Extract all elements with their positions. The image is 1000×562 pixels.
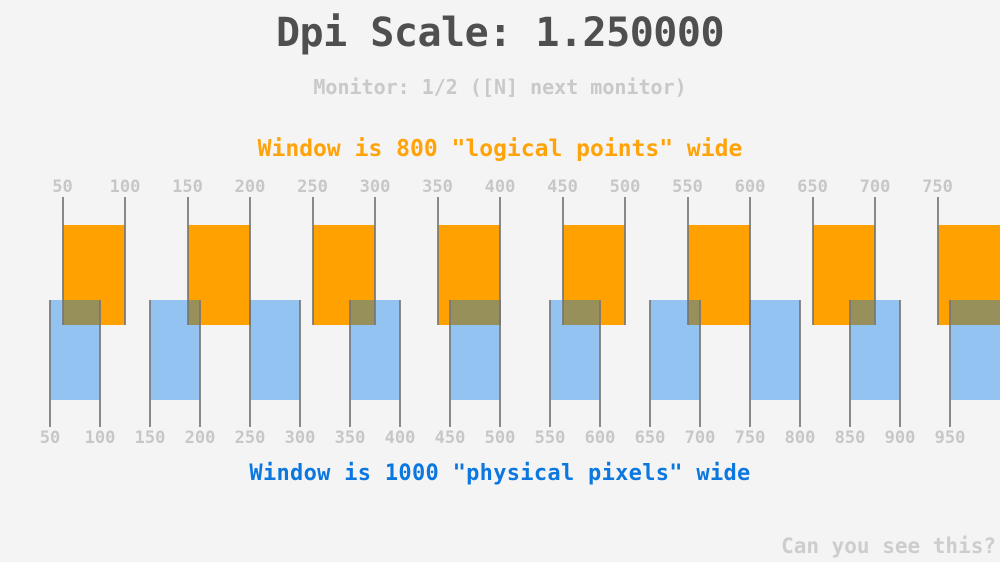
bar-overlap-region [850, 300, 875, 325]
bottom-ruler-tick [349, 300, 351, 427]
bottom-ruler-label: 300 [284, 428, 316, 448]
top-ruler-label: 500 [609, 177, 641, 197]
bottom-ruler-label: 50 [39, 428, 61, 448]
top-ruler-tick [624, 197, 626, 325]
top-ruler-label: 50 [52, 177, 73, 197]
bottom-ruler-label: 400 [384, 428, 416, 448]
bottom-ruler-tick [799, 300, 801, 427]
bottom-ruler-tick [549, 300, 551, 427]
top-ruler-label: 150 [172, 177, 203, 197]
top-ruler-label: 700 [859, 177, 891, 197]
top-ruler-tick [874, 197, 876, 325]
physical-pixels-bar [250, 300, 300, 400]
top-ruler-tick [749, 197, 751, 325]
bottom-ruler-label: 100 [84, 428, 116, 448]
bar-overlap-region [350, 300, 375, 325]
top-ruler-label: 400 [484, 177, 516, 197]
bottom-ruler-tick [899, 300, 901, 427]
top-ruler-label: 300 [359, 177, 391, 197]
top-ruler-tick [436, 197, 439, 325]
bottom-ruler-label: 900 [884, 428, 916, 448]
bottom-ruler-label: 200 [184, 428, 216, 448]
top-ruler-tick [561, 197, 564, 325]
bottom-ruler-tick [649, 300, 651, 427]
physical-pixels-bar [750, 300, 800, 400]
bottom-ruler-label: 950 [934, 428, 966, 448]
top-ruler-label: 650 [797, 177, 828, 197]
bottom-ruler-tick [249, 300, 251, 427]
top-ruler-label: 250 [297, 177, 328, 197]
bar-overlap-region [62, 300, 100, 325]
bar-overlap-region [562, 300, 600, 325]
top-ruler-label: 600 [734, 177, 766, 197]
bottom-ruler-label: 600 [584, 428, 616, 448]
logical-width-heading: Window is 800 "logical points" wide [257, 136, 743, 162]
bottom-ruler-label: 700 [684, 428, 716, 448]
footer-note: Can you see this? [781, 534, 996, 558]
bottom-ruler-label: 850 [834, 428, 866, 448]
bottom-ruler-tick [199, 300, 201, 427]
top-ruler-label: 350 [422, 177, 453, 197]
bottom-ruler-label: 150 [134, 428, 166, 448]
bottom-ruler-label: 500 [484, 428, 516, 448]
bottom-ruler-tick [49, 300, 51, 427]
bottom-ruler-label: 650 [634, 428, 666, 448]
physical-width-heading: Window is 1000 "physical pixels" wide [249, 461, 751, 486]
top-ruler-label: 550 [672, 177, 703, 197]
bottom-ruler-tick [849, 300, 851, 427]
bottom-ruler-tick [499, 300, 501, 427]
bottom-ruler-tick [399, 300, 401, 427]
bar-overlap-region [450, 300, 500, 325]
top-ruler-tick [499, 197, 501, 325]
top-ruler-tick [61, 197, 64, 325]
bottom-ruler-tick [99, 300, 101, 427]
top-ruler-tick [811, 197, 814, 325]
bottom-ruler-label: 750 [734, 428, 766, 448]
bottom-ruler-tick [449, 300, 451, 427]
bottom-ruler-label: 800 [784, 428, 816, 448]
top-ruler-tick [686, 197, 689, 325]
bottom-ruler-tick [699, 300, 701, 427]
top-ruler-label: 750 [922, 177, 953, 197]
bottom-ruler-tick [149, 300, 151, 427]
top-ruler-tick [374, 197, 376, 325]
bottom-ruler-label: 250 [234, 428, 266, 448]
top-ruler-label: 200 [234, 177, 266, 197]
top-ruler-label: 100 [109, 177, 141, 197]
bottom-ruler-label: 450 [434, 428, 466, 448]
top-ruler-tick [124, 197, 126, 325]
bottom-ruler-tick [949, 300, 951, 427]
bottom-ruler-tick [599, 300, 601, 427]
top-ruler-label: 450 [547, 177, 578, 197]
bottom-ruler-tick [299, 300, 301, 427]
top-ruler-tick [249, 197, 251, 325]
bar-overlap-region [687, 300, 700, 325]
bar-overlap-region [950, 300, 1000, 325]
page-title: Dpi Scale: 1.250000 [275, 10, 725, 56]
top-ruler-tick [186, 197, 189, 325]
monitor-status: Monitor: 1/2 ([N] next monitor) [313, 75, 687, 99]
bottom-ruler-label: 350 [334, 428, 366, 448]
bottom-ruler-tick [749, 300, 751, 427]
top-ruler-tick [311, 197, 314, 325]
top-ruler-tick [936, 197, 939, 325]
bar-overlap-region [187, 300, 200, 325]
bottom-ruler-label: 550 [534, 428, 566, 448]
